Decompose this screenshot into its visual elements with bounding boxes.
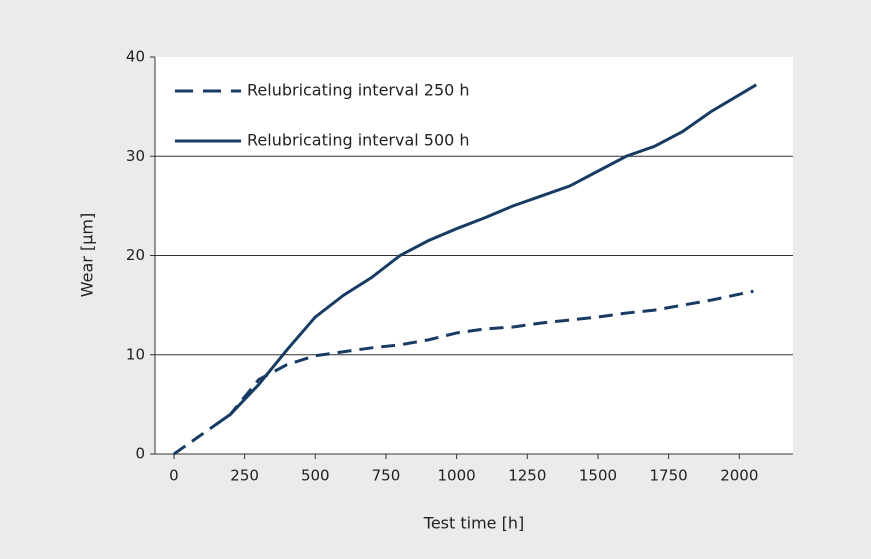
x-tick-label: 1250: [508, 467, 546, 485]
x-tick-label: 750: [372, 467, 401, 485]
y-axis-label: Wear [µm]: [78, 213, 97, 297]
y-tick-label: 30: [126, 147, 145, 165]
x-tick-label: 0: [169, 467, 179, 485]
line-series: [215, 83, 758, 426]
x-tick-label: 1000: [438, 467, 476, 485]
y-tick-label: 0: [135, 445, 145, 463]
x-tick-label: 500: [301, 467, 330, 485]
x-tick-label: 1500: [579, 467, 617, 485]
y-tick-label: 10: [126, 345, 145, 363]
line-series: [173, 289, 754, 456]
x-tick-label: 250: [230, 467, 259, 485]
legend-label: Relubricating interval 500 h: [247, 131, 470, 150]
y-tick-label: 40: [126, 48, 145, 66]
x-tick-label: 1750: [650, 467, 688, 485]
x-axis-label: Test time [h]: [423, 514, 524, 533]
y-tick-label: 20: [126, 246, 145, 264]
x-tick-label: 2000: [720, 467, 758, 485]
legend-label: Relubricating interval 250 h: [247, 81, 470, 100]
